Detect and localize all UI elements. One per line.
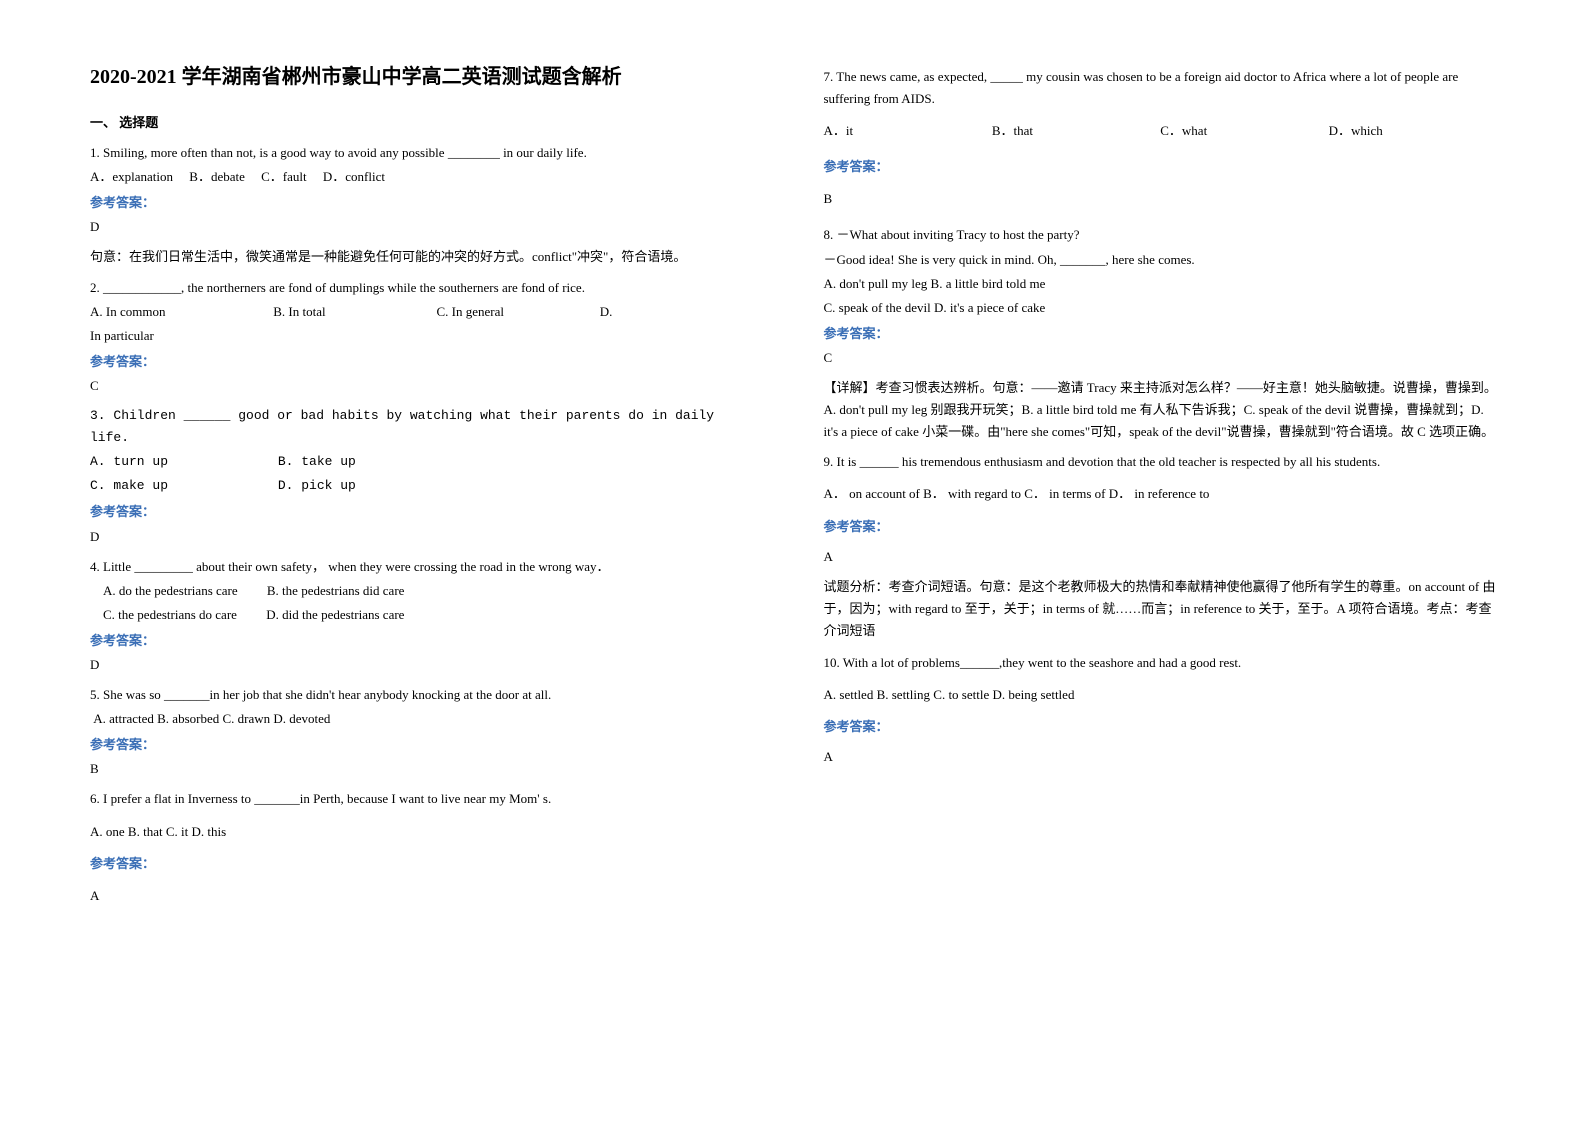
q4-options-row1: A. do the pedestrians care B. the pedest… [90, 580, 754, 602]
q2-optC: C. In general [437, 301, 597, 323]
q3-options-row2: C. make up D. pick up [90, 475, 754, 497]
q10-options: A. settled B. settling C. to settle D. b… [824, 684, 1498, 706]
q3-optA: A. turn up [90, 451, 270, 473]
q3-optD: D. pick up [278, 478, 356, 493]
answer-label: 参考答案： [824, 323, 1498, 345]
q7-optC: C．what [1160, 120, 1328, 142]
q2-stem: 2. ____________, the northerners are fon… [90, 277, 754, 299]
q2-optB: B. In total [273, 301, 433, 323]
q9-answer: A [824, 546, 1498, 568]
q3-options-row1: A. turn up B. take up [90, 451, 754, 473]
q5-options: A. attracted B. absorbed C. drawn D. dev… [90, 708, 754, 730]
answer-label: 参考答案： [90, 853, 754, 875]
q1-answer: D [90, 216, 754, 238]
q8-answer: C [824, 347, 1498, 369]
q9-stem: 9. It is ______ his tremendous enthusias… [824, 451, 1498, 473]
q8-stem1: 8. －What about inviting Tracy to host th… [824, 224, 1498, 246]
q2-optA: A. In common [90, 301, 270, 323]
q4-optD: D. did the pedestrians care [266, 607, 404, 622]
q4-options-row2: C. the pedestrians do care D. did the pe… [90, 604, 754, 626]
q4-optB: B. the pedestrians did care [267, 583, 405, 598]
answer-label: 参考答案： [90, 192, 754, 214]
answer-label: 参考答案： [90, 734, 754, 756]
q7-optB: B．that [992, 120, 1160, 142]
q5-stem: 5. She was so _______in her job that she… [90, 684, 754, 706]
q2-optD-text: In particular [90, 325, 754, 347]
q7-optA: A．it [824, 120, 992, 142]
q4-optC: C. the pedestrians do care [103, 607, 237, 622]
q1-explanation: 句意：在我们日常生活中，微笑通常是一种能避免任何可能的冲突的好方式。confli… [90, 246, 754, 268]
q7-stem: 7. The news came, as expected, _____ my … [824, 66, 1498, 110]
doc-title: 2020-2021 学年湖南省郴州市豪山中学高二英语测试题含解析 [90, 60, 754, 94]
q8-explanation: 【详解】考查习惯表达辨析。句意：——邀请 Tracy 来主持派对怎么样？——好主… [824, 377, 1498, 443]
answer-label: 参考答案： [824, 156, 1498, 178]
q2-options: A. In common B. In total C. In general D… [90, 301, 754, 323]
answer-label: 参考答案： [90, 351, 754, 373]
q7-answer: B [824, 188, 1498, 210]
q3-stem: 3. Children ______ good or bad habits by… [90, 405, 754, 449]
q8-stem2: －Good idea! She is very quick in mind. O… [824, 249, 1498, 271]
answer-label: 参考答案： [824, 516, 1498, 538]
q8-options2: C. speak of the devil D. it's a piece of… [824, 297, 1498, 319]
q3-optB: B. take up [278, 454, 356, 469]
q1-options: A．explanation B．debate C．fault D．conflic… [90, 166, 754, 188]
q4-answer: D [90, 654, 754, 676]
q10-answer: A [824, 746, 1498, 768]
q1-stem: 1. Smiling, more often than not, is a go… [90, 142, 754, 164]
q2-optD-prefix: D. [600, 304, 613, 319]
answer-label: 参考答案： [90, 501, 754, 523]
q9-options: A． on account of B． with regard to C． in… [824, 483, 1498, 505]
answer-label: 参考答案： [824, 716, 1498, 738]
q8-options1: A. don't pull my leg B. a little bird to… [824, 273, 1498, 295]
q6-options: A. one B. that C. it D. this [90, 821, 754, 843]
left-column: 2020-2021 学年湖南省郴州市豪山中学高二英语测试题含解析 一、 选择题 … [0, 0, 794, 1122]
q6-stem: 6. I prefer a flat in Inverness to _____… [90, 788, 754, 810]
section-heading: 一、 选择题 [90, 112, 754, 134]
right-column: 7. The news came, as expected, _____ my … [794, 0, 1587, 1122]
q6-answer: A [90, 885, 754, 907]
q9-explanation: 试题分析：考查介词短语。句意：是这个老教师极大的热情和奉献精神使他赢得了他所有学… [824, 576, 1498, 642]
q3-answer: D [90, 526, 754, 548]
q4-optA: A. do the pedestrians care [103, 583, 238, 598]
q7-options: A．it B．that C．what D．which [824, 120, 1498, 142]
q5-answer: B [90, 758, 754, 780]
answer-label: 参考答案： [90, 630, 754, 652]
q7-optD: D．which [1329, 120, 1497, 142]
q10-stem: 10. With a lot of problems______,they we… [824, 652, 1498, 674]
q2-answer: C [90, 375, 754, 397]
q3-optC: C. make up [90, 475, 270, 497]
q4-stem: 4. Little _________ about their own safe… [90, 556, 754, 578]
